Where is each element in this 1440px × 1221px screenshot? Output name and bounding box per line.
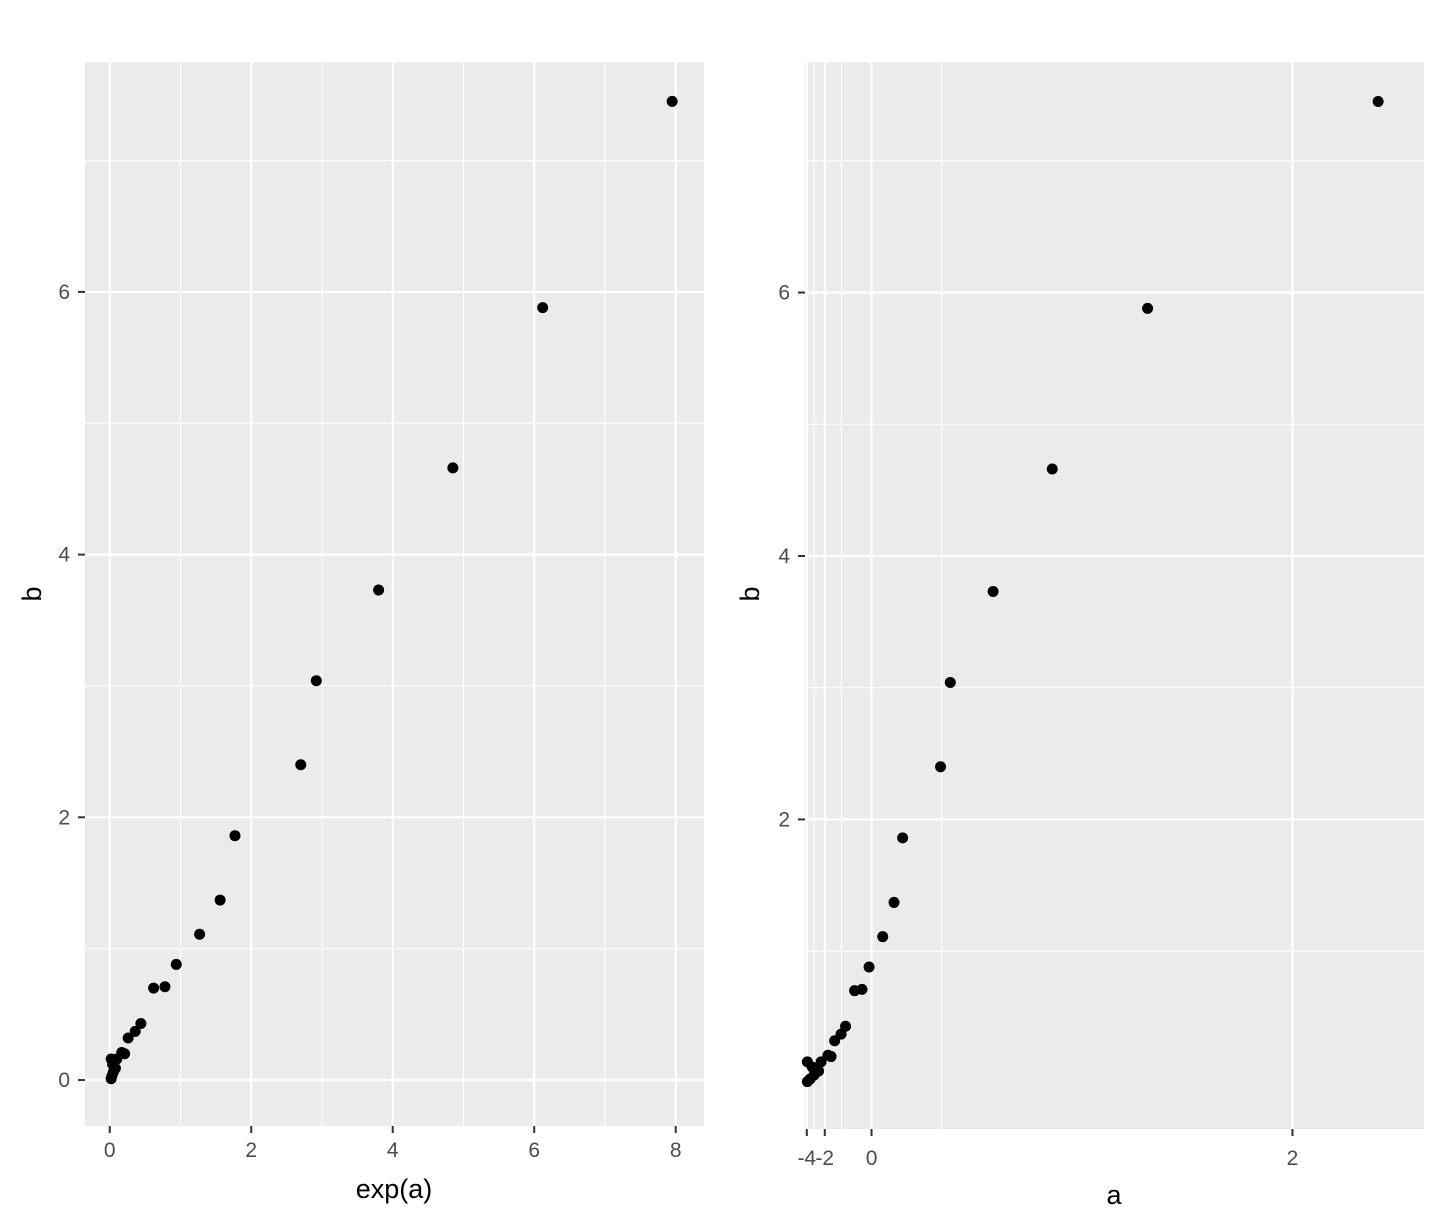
data-point [863, 961, 875, 973]
x-tick-label: -4 [797, 1147, 816, 1170]
data-point [373, 584, 385, 596]
data-point [135, 1018, 147, 1030]
data-point [825, 1051, 837, 1063]
y-tick-label: 2 [778, 808, 790, 831]
data-point [877, 931, 889, 943]
data-point [447, 462, 459, 474]
data-point [129, 1025, 141, 1037]
data-point [1372, 96, 1384, 108]
axis-ticks [798, 291, 1294, 1136]
y-tick-label: 0 [58, 1069, 70, 1092]
x-tick-label: 8 [670, 1139, 682, 1162]
data-point [295, 759, 307, 771]
x-tick-label: 0 [104, 1139, 116, 1162]
y-tick-label: 4 [58, 544, 70, 567]
data-point [1046, 463, 1058, 475]
data-point [194, 928, 206, 940]
data-point [944, 676, 956, 688]
tick-labels: 0 2 4 6 8 0 2 4 6 [58, 281, 681, 1162]
x-tick-label: 2 [1287, 1147, 1299, 1170]
y-axis-title: b [735, 586, 765, 601]
data-point [214, 894, 226, 906]
gridlines [805, 62, 1424, 1129]
right-panel-a: -4 -2 0 2 2 4 6 a b [735, 62, 1424, 1210]
x-tick-label: 4 [387, 1139, 399, 1162]
data-point [122, 1032, 134, 1044]
data-point [840, 1020, 852, 1032]
x-axis-title: a [1106, 1180, 1122, 1210]
data-point [987, 586, 999, 598]
data-point [888, 896, 900, 908]
y-tick-label: 6 [778, 282, 790, 305]
data-points [105, 95, 678, 1085]
x-tick-label: 0 [866, 1147, 878, 1170]
x-tick-label: 2 [245, 1139, 257, 1162]
data-point [148, 982, 160, 994]
data-point [935, 761, 947, 773]
y-tick-label: 2 [58, 806, 70, 829]
x-tick-label: -2 [815, 1147, 834, 1170]
data-points [801, 96, 1384, 1088]
axis-ticks [78, 290, 677, 1133]
data-point [1142, 302, 1154, 314]
data-point [159, 981, 171, 993]
gridlines [85, 62, 704, 1126]
y-tick-label: 6 [58, 281, 70, 304]
data-point [537, 302, 549, 314]
y-axis-title: b [17, 586, 47, 601]
tick-labels: -4 -2 0 2 2 4 6 [778, 282, 1298, 1170]
data-point [229, 830, 241, 842]
left-panel-exp-a: 0 2 4 6 8 0 2 4 6 exp(a) b [17, 62, 704, 1204]
plot-area-background [805, 62, 1424, 1129]
data-point [119, 1048, 131, 1060]
y-tick-label: 4 [778, 545, 790, 568]
data-point [897, 832, 909, 844]
data-point [310, 675, 322, 687]
x-tick-label: 6 [528, 1139, 540, 1162]
x-axis-title: exp(a) [356, 1174, 433, 1204]
data-point [856, 983, 868, 995]
data-point [666, 95, 678, 107]
data-point [170, 958, 182, 970]
data-point [815, 1056, 827, 1068]
data-point [801, 1056, 813, 1068]
